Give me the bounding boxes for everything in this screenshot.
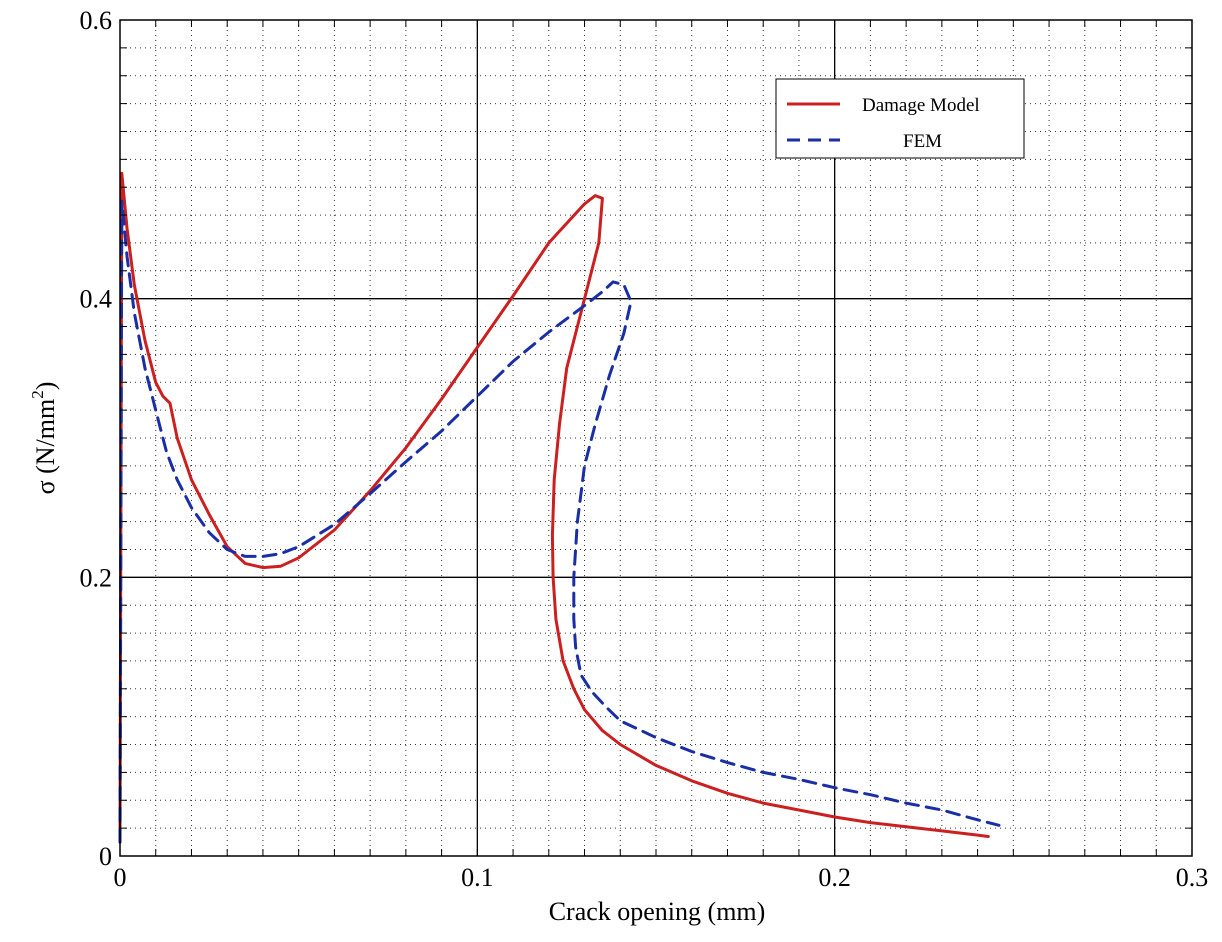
legend-label-damage-model: Damage Model bbox=[862, 95, 980, 116]
series-line-damage-model bbox=[118, 171, 990, 844]
y-tick-label: 0.6 bbox=[80, 6, 113, 35]
y-axis-label-superscript: 2 bbox=[28, 390, 47, 399]
legend-label-fem: FEM bbox=[903, 131, 942, 152]
x-tick-label: 0.2 bbox=[818, 863, 851, 892]
axis-ticks bbox=[120, 20, 1192, 856]
major-grid bbox=[120, 20, 1192, 856]
legend-box bbox=[775, 78, 1025, 159]
y-axis-label: σ (N/mm2) bbox=[28, 382, 60, 495]
x-tick-labels: 0 0.1 0.2 0.3 bbox=[114, 863, 1209, 892]
x-axis-label: Crack opening (mm) bbox=[549, 897, 766, 926]
x-tick-label: 0 bbox=[114, 863, 127, 892]
y-tick-label: 0 bbox=[99, 842, 112, 871]
legend: Damage Model FEM bbox=[775, 78, 1025, 159]
series-line-fem bbox=[118, 199, 1001, 844]
series-layer bbox=[118, 171, 1001, 844]
x-tick-label: 0.3 bbox=[1176, 863, 1209, 892]
y-tick-labels: 0 0.2 0.4 0.6 bbox=[80, 6, 113, 871]
y-axis-label-main: σ (N/mm bbox=[31, 399, 60, 495]
y-tick-label: 0.2 bbox=[80, 563, 113, 592]
minor-grid bbox=[120, 20, 1192, 856]
x-tick-label: 0.1 bbox=[461, 863, 494, 892]
y-tick-label: 0.4 bbox=[80, 285, 113, 314]
y-axis-label-close: ) bbox=[31, 382, 60, 391]
